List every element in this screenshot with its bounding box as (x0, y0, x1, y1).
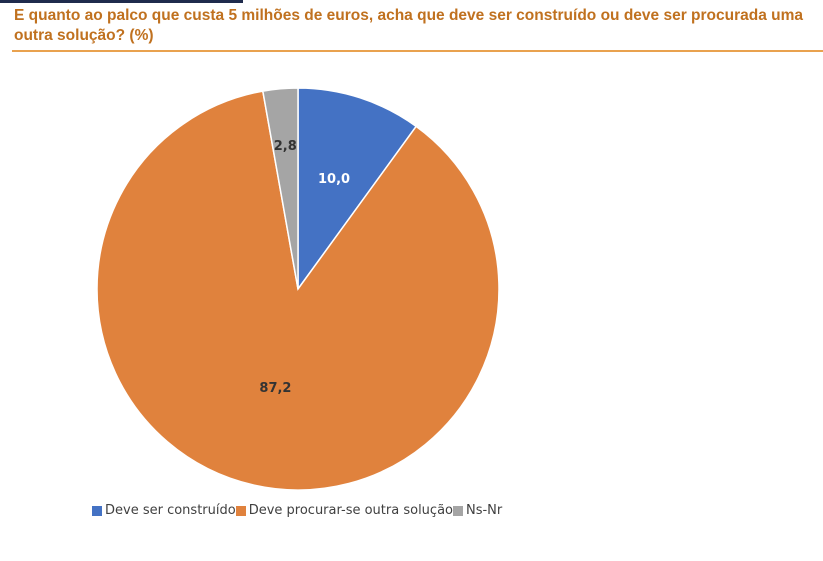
legend: Deve ser construído Deve procurar-se outr… (92, 503, 502, 518)
chart-title: E quanto ao palco que custa 5 milhões de… (14, 7, 804, 44)
legend-swatch (92, 505, 102, 516)
slice-deve-ser-construido (297, 87, 418, 292)
title-underline (12, 50, 823, 52)
legend-swatch (235, 505, 246, 516)
data-label: 10,0 (318, 172, 350, 187)
legend-entry: Deve ser construído (92, 503, 236, 518)
legend-label: Ns-Nr (465, 503, 503, 518)
legend-entry: Deve procurar-se outra solução (235, 503, 453, 518)
legend-entry: Ns-Nr (452, 503, 503, 518)
legend-swatch (452, 505, 463, 516)
legend-label: Deve procurar-se outra solução (248, 503, 453, 518)
slice-ns-nr (261, 87, 299, 290)
slice-deve-procurar-outra-solucao (96, 90, 500, 491)
data-label: 87,2 (259, 381, 291, 396)
legend-label: Deve ser construído (105, 503, 236, 518)
top-accent-rule (0, 0, 243, 3)
data-label: 2,8 (274, 139, 297, 154)
